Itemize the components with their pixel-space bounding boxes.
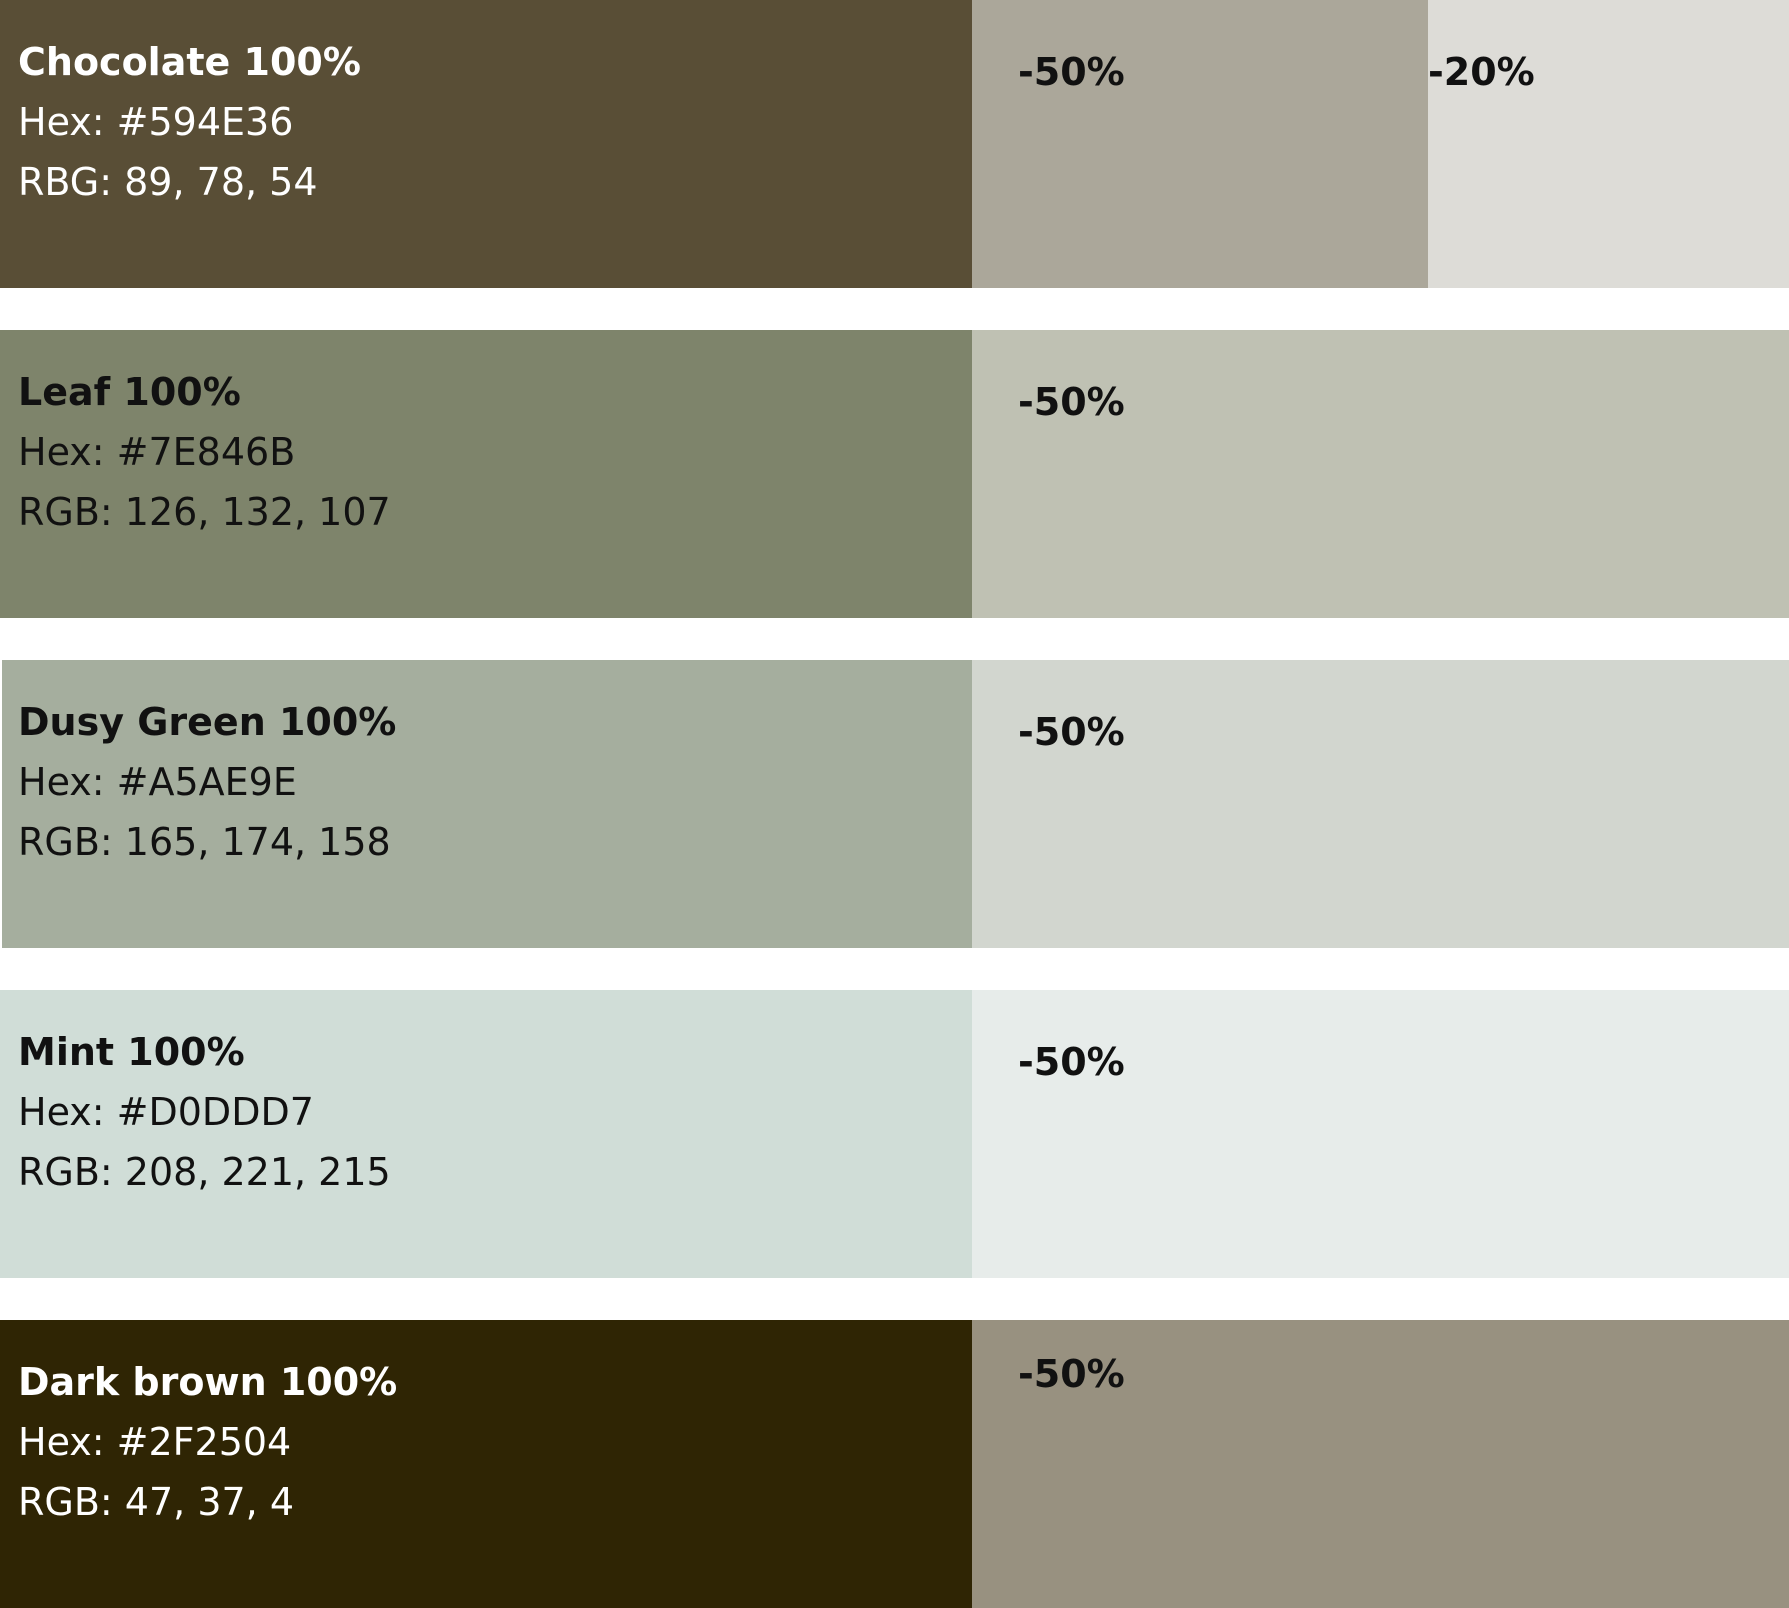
palette-row-mint: Mint 100% Hex: #D0DDD7 RGB: 208, 221, 21… bbox=[0, 990, 1789, 1278]
tint-swatch-50: -50% bbox=[972, 660, 1789, 948]
color-swatch-dark-brown: Dark brown 100% Hex: #2F2504 RGB: 47, 37… bbox=[0, 1320, 972, 1608]
color-name: Leaf 100% bbox=[18, 370, 241, 414]
rgb-value: RGB: 126, 132, 107 bbox=[18, 490, 391, 534]
tint-swatch-20: -20% bbox=[1428, 0, 1789, 288]
tint-label: -50% bbox=[1018, 1040, 1125, 1084]
color-name: Dark brown 100% bbox=[18, 1360, 398, 1404]
tint-label: -50% bbox=[1018, 710, 1125, 754]
palette-row-dark-brown: Dark brown 100% Hex: #2F2504 RGB: 47, 37… bbox=[0, 1320, 1789, 1608]
tint-swatch-50: -50% bbox=[972, 330, 1789, 618]
palette-row-leaf: Leaf 100% Hex: #7E846B RGB: 126, 132, 10… bbox=[0, 330, 1789, 618]
palette-row-dusy-green: Dusy Green 100% Hex: #A5AE9E RGB: 165, 1… bbox=[0, 660, 1789, 948]
color-swatch-chocolate: Chocolate 100% Hex: #594E36 RBG: 89, 78,… bbox=[0, 0, 972, 288]
color-name: Chocolate 100% bbox=[18, 40, 361, 84]
hex-value: Hex: #7E846B bbox=[18, 430, 296, 474]
tint-label: -20% bbox=[1428, 50, 1535, 94]
rgb-value: RGB: 165, 174, 158 bbox=[18, 820, 391, 864]
rgb-value: RGB: 47, 37, 4 bbox=[18, 1480, 295, 1524]
hex-value: Hex: #A5AE9E bbox=[18, 760, 297, 804]
hex-value: Hex: #594E36 bbox=[18, 100, 294, 144]
tint-label: -50% bbox=[1018, 380, 1125, 424]
color-name: Dusy Green 100% bbox=[18, 700, 397, 744]
tint-label: -50% bbox=[1018, 50, 1125, 94]
tint-label: -50% bbox=[1018, 1352, 1125, 1396]
hex-value: Hex: #2F2504 bbox=[18, 1420, 292, 1464]
tint-swatch-50: -50% bbox=[972, 0, 1428, 288]
color-swatch-leaf: Leaf 100% Hex: #7E846B RGB: 126, 132, 10… bbox=[0, 330, 972, 618]
palette-row-chocolate: Chocolate 100% Hex: #594E36 RBG: 89, 78,… bbox=[0, 0, 1789, 288]
rgb-value: RGB: 208, 221, 215 bbox=[18, 1150, 391, 1194]
rgb-value: RBG: 89, 78, 54 bbox=[18, 160, 318, 204]
tint-swatch-50: -50% bbox=[972, 1320, 1789, 1608]
tint-swatch-50: -50% bbox=[972, 990, 1789, 1278]
color-name: Mint 100% bbox=[18, 1030, 245, 1074]
color-swatch-dusy-green: Dusy Green 100% Hex: #A5AE9E RGB: 165, 1… bbox=[2, 660, 972, 948]
hex-value: Hex: #D0DDD7 bbox=[18, 1090, 314, 1134]
color-swatch-mint: Mint 100% Hex: #D0DDD7 RGB: 208, 221, 21… bbox=[0, 990, 972, 1278]
